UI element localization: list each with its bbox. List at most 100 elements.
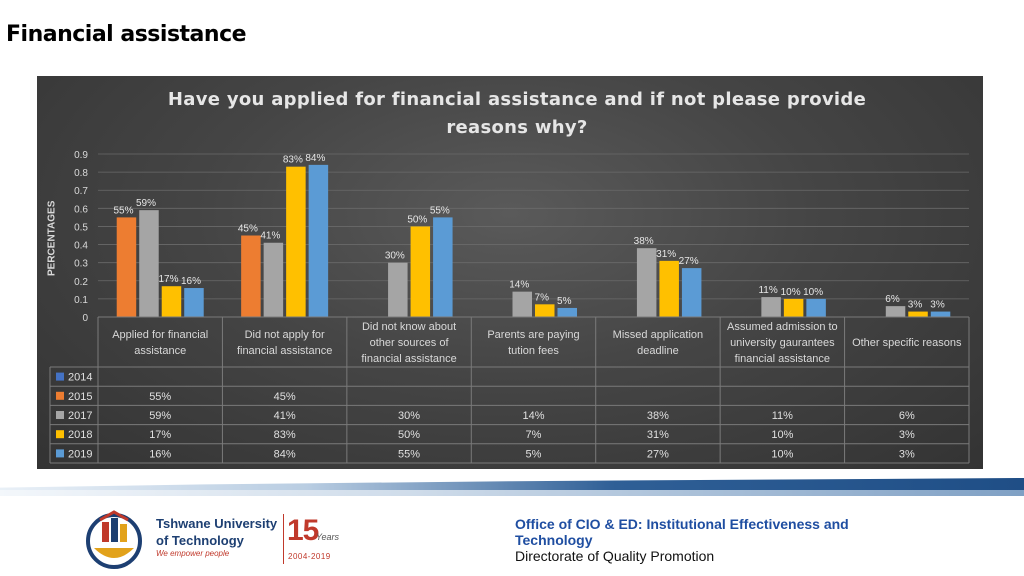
legend-key-2017 (56, 411, 64, 419)
y-tick-label: 0.6 (74, 204, 88, 215)
table-cell: 10% (771, 429, 793, 441)
bar-2017 (636, 248, 657, 317)
bar-2017 (263, 242, 284, 317)
table-cell: 31% (647, 429, 669, 441)
data-label: 38% (634, 236, 654, 247)
bar-2019 (184, 288, 204, 317)
data-label: 14% (509, 280, 529, 291)
table-cell: 17% (149, 429, 171, 441)
table-cell: 59% (149, 410, 171, 422)
category-label: Parents are paying (487, 329, 579, 341)
table-cell: 3% (899, 429, 915, 441)
chart-title: Have you applied for financial assistanc… (167, 89, 867, 138)
table-cell: 83% (274, 429, 296, 441)
category-label: financial assistance (361, 353, 456, 365)
data-label: 10% (803, 287, 823, 298)
legend-label: 2019 (68, 448, 92, 460)
bar-2018 (659, 260, 679, 317)
table-cell: 84% (274, 448, 296, 460)
bar-2018 (161, 286, 182, 317)
office-info: Office of CIO & ED: Institutional Effect… (515, 516, 895, 564)
table-cell: 10% (771, 448, 793, 460)
table-cell: 38% (647, 410, 669, 422)
data-label: 50% (407, 214, 427, 225)
data-label: 16% (181, 276, 201, 287)
table-cell: 50% (398, 429, 420, 441)
bar-2019 (433, 217, 453, 317)
legend-label: 2018 (68, 429, 92, 441)
slide-title: Financial assistance (6, 22, 247, 47)
category-label: financial assistance (735, 353, 830, 365)
y-tick-label: 0.7 (74, 186, 88, 197)
category-label: Did not apply for (245, 329, 325, 341)
category-label: Applied for financial (112, 329, 208, 341)
category-label: deadline (637, 345, 679, 357)
bar-2017 (885, 306, 906, 317)
table-cell: 45% (274, 391, 296, 403)
bar-2019 (681, 268, 702, 317)
data-label: 59% (136, 198, 156, 209)
bar-2017 (512, 291, 532, 317)
data-label: 27% (679, 256, 699, 267)
table-cell: 6% (899, 410, 915, 422)
category-label: Did not know about (362, 321, 456, 333)
table-cell: 41% (274, 410, 296, 422)
y-tick-label: 0.5 (74, 222, 88, 233)
data-label: 17% (158, 274, 178, 285)
y-tick-label: 0.8 (74, 168, 88, 179)
table-cell: 5% (526, 448, 542, 460)
bar-2017 (761, 297, 781, 317)
category-label: tution fees (508, 345, 559, 357)
chart-svg: 00.10.20.30.40.50.60.70.80.955%59%17% 16%… (49, 150, 970, 464)
data-label: 6% (885, 294, 900, 305)
data-label: 30% (385, 251, 405, 262)
y-tick-label: 0 (82, 313, 88, 324)
anniversary-number: 15 (287, 514, 319, 547)
anniversary-word: Years (316, 532, 340, 542)
logo-tagline: We empower people (156, 549, 230, 558)
category-label: financial assistance (237, 345, 332, 357)
table-cell: 55% (398, 448, 420, 460)
y-tick-label: 0.3 (74, 259, 88, 270)
category-label: Missed application (613, 329, 704, 341)
table-cell: 11% (772, 410, 793, 422)
data-label: 5% (557, 296, 572, 307)
data-label: 7% (535, 292, 550, 303)
data-label: 45% (238, 224, 258, 235)
data-label: 31% (656, 249, 676, 260)
logo-name-line2: of Technology (156, 533, 244, 548)
bar-2018 (410, 226, 431, 317)
legend-key-2015 (56, 391, 64, 400)
data-label: 3% (908, 300, 923, 311)
table-cell: 16% (149, 448, 171, 460)
legend-key-2019 (56, 449, 64, 458)
y-axis-label: PERCENTAGES (46, 200, 58, 276)
data-label: 10% (781, 287, 801, 298)
bar-2019 (557, 307, 577, 317)
logo-separator (283, 514, 284, 564)
bar-2017 (139, 210, 159, 317)
anniversary-range: 2004-2019 (288, 552, 331, 561)
y-tick-label: 0.2 (74, 277, 88, 288)
legend-key-2014 (56, 372, 64, 381)
data-label: 41% (260, 231, 280, 242)
table-cell: 3% (899, 448, 915, 460)
chart-panel: 0 0.1 0.2 0.3 0.4 0.5 0.6 0.7 0.8 0.9 55% 59% 17% 16%… (37, 76, 983, 469)
bar-2018 (783, 298, 804, 317)
legend-key-2018 (56, 430, 64, 439)
table-cell: 27% (647, 448, 669, 460)
table-cell: 7% (526, 429, 542, 441)
bar-2019 (806, 298, 826, 317)
logo-name-line1: Tshwane University (156, 516, 278, 531)
category-label: Other specific reasons (852, 337, 962, 349)
bar-2015 (116, 217, 137, 317)
tut-emblem-icon (86, 510, 142, 569)
tut-logo: Tshwane University of Technology We empo… (80, 508, 350, 570)
legend-label: 2015 (68, 391, 92, 403)
y-tick-label: 0.1 (74, 295, 88, 306)
category-label: Assumed admission to (727, 321, 838, 333)
category-label: other sources of (370, 337, 450, 349)
bar-2015 (241, 235, 261, 317)
footer-band-accent (0, 490, 1024, 496)
data-label: 3% (930, 300, 945, 311)
